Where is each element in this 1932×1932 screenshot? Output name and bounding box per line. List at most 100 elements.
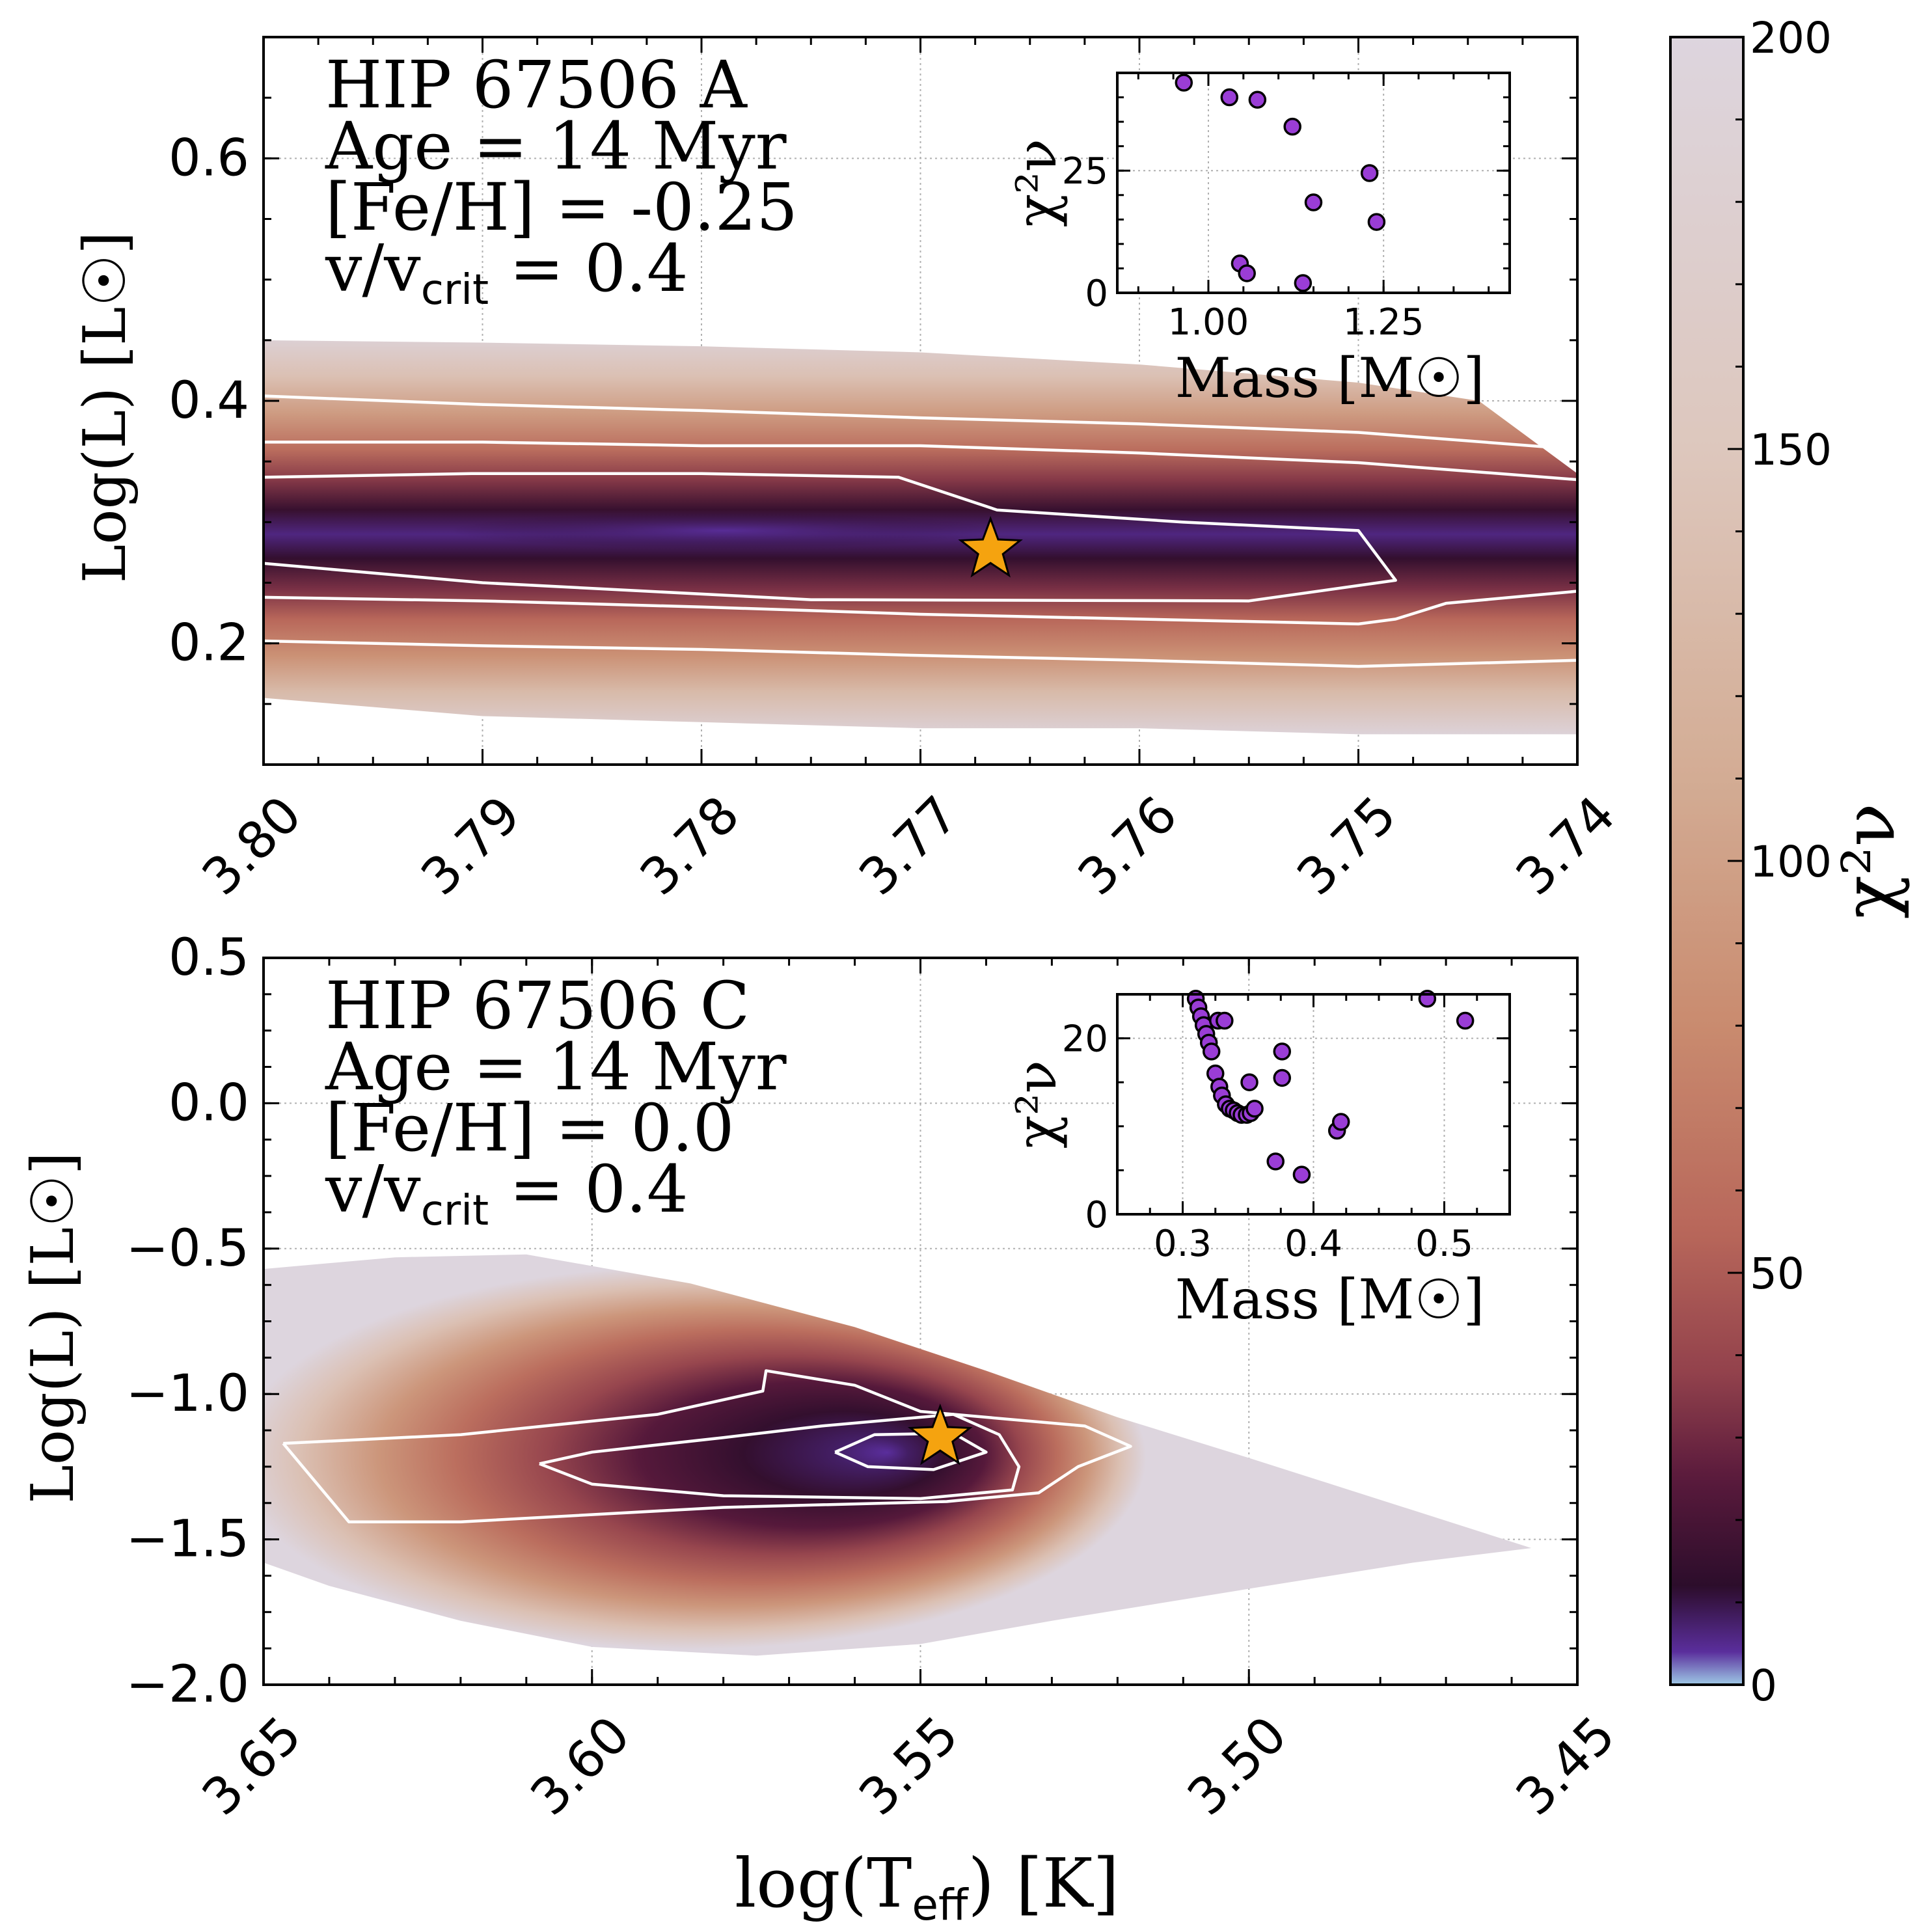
data-point (1294, 274, 1313, 292)
annotation-metallicity: [Fe/H] = -0.25 (325, 169, 798, 245)
data-point (1266, 1152, 1285, 1171)
inset-x-axis-label: Mass [M☉] (1175, 346, 1485, 410)
contours (282, 1369, 1132, 1524)
data-point (1273, 1068, 1292, 1087)
y-axis-label: Log(L) [L☉] (71, 232, 139, 584)
colorbar: 0 50 100 150 200 χ²ν (1669, 13, 1911, 1711)
inset-y-axis-label: χ²ν (1005, 1060, 1068, 1149)
data-point (1245, 1100, 1264, 1118)
contour-line (282, 1369, 1132, 1524)
data-point (1283, 117, 1301, 136)
inset-ticks (1116, 993, 1510, 1216)
y-axis-label: Log(L) [L☉] (19, 1152, 87, 1504)
colorbar-tick-label: 100 (1750, 837, 1832, 887)
x-axis-label: log(Teff) [K] (735, 1844, 1119, 1930)
x-tick-label: 3.76 (1067, 785, 1188, 906)
data-point (1456, 1011, 1475, 1030)
x-tick-label: 3.79 (411, 785, 532, 906)
x-label-sub: eff (912, 1880, 969, 1930)
data-point (1240, 1073, 1259, 1091)
inset-x-tick-label: 0.3 (1154, 1223, 1212, 1265)
inset-x-tick-label: 1.25 (1343, 301, 1424, 344)
inset-x-tick-label: 0.5 (1415, 1223, 1473, 1265)
x-tick-label: 3.80 (191, 785, 312, 906)
chi2-minimum-region (450, 512, 997, 549)
x-label-pre: log(T (735, 1844, 912, 1923)
annotation-name: HIP 67506 A (325, 47, 748, 123)
ticks (262, 36, 1579, 766)
contour-line (264, 394, 1577, 451)
colorbar-label: χ²ν (1827, 803, 1911, 919)
inset-grid (1117, 994, 1510, 1215)
x-tick-label: 3.74 (1505, 785, 1626, 906)
inset-y-tick-label: 20 (1062, 1018, 1108, 1061)
data-point (1248, 90, 1267, 109)
inset-scatter (1175, 74, 1386, 292)
x-tick-label: 3.60 (520, 1706, 641, 1827)
inset-y-tick-label: 25 (1062, 150, 1108, 193)
data-point (1331, 1113, 1350, 1131)
y-tick-label: 0.6 (169, 129, 249, 187)
inset-y-axis-label: χ²ν (1005, 139, 1068, 227)
inset-grid (1117, 73, 1510, 293)
data-point (1292, 1165, 1311, 1184)
contour-line (264, 472, 1397, 603)
inset-scatter (1186, 990, 1475, 1184)
annotation-metallicity: [Fe/H] = 0.0 (325, 1090, 734, 1166)
colorbar-tick-label: 50 (1750, 1249, 1804, 1299)
contour-line (264, 639, 1577, 668)
x-tick-label: 3.65 (191, 1706, 312, 1827)
x-tick-label: 3.50 (1177, 1706, 1298, 1827)
x-tick-label: 3.55 (849, 1706, 970, 1827)
contour-line (539, 1413, 1021, 1501)
annotation-rotation: v/vcrit = 0.4 (325, 230, 688, 314)
annotation-age: Age = 14 Myr (325, 1029, 787, 1105)
data-point (1202, 1042, 1221, 1061)
annotation-rotation: v/vcrit = 0.4 (325, 1151, 688, 1235)
y-tick-label: 0.5 (169, 929, 249, 987)
rotation-value: = 0.4 (489, 1151, 688, 1227)
colorbar-tick-label: 0 (1750, 1661, 1777, 1711)
heatmap-area (264, 1254, 1532, 1656)
inset-y-tick-label: 0 (1085, 273, 1108, 315)
data-point (1304, 193, 1323, 211)
colorbar-ticks (1728, 36, 1743, 1686)
y-tick-label: −1.0 (126, 1365, 249, 1423)
rotation-subscript: crit (421, 1187, 489, 1235)
heatmap-area (264, 340, 1577, 735)
rotation-prefix: v/v (325, 1151, 421, 1227)
chi2-surface (264, 1254, 1532, 1656)
y-tick-label: 0.0 (169, 1074, 249, 1132)
inset-x-tick-label: 1.00 (1168, 301, 1249, 344)
x-tick-label: 3.77 (849, 785, 970, 906)
contour-line (264, 590, 1577, 626)
y-tick-label: 0.2 (169, 614, 249, 673)
data-point (1238, 264, 1256, 282)
x-tick-label: 3.75 (1286, 785, 1408, 906)
contours (264, 394, 1577, 668)
inset-ticks (1117, 72, 1510, 294)
rotation-subscript: crit (421, 266, 489, 314)
data-point (1360, 164, 1379, 182)
annotation-name: HIP 67506 C (325, 968, 750, 1044)
y-tick-label: −2.0 (126, 1655, 249, 1714)
ticks (262, 957, 1579, 1686)
inset-c: 0.3 0.4 0.5 0 20 Mass [M☉] χ²ν (1005, 990, 1511, 1331)
colorbar-tick-label: 150 (1750, 425, 1832, 475)
data-point (1175, 74, 1193, 92)
contour-line (264, 441, 1577, 482)
y-tick-label: −0.5 (126, 1219, 249, 1278)
colorbar-tick-label: 200 (1750, 13, 1832, 63)
y-tick-label: 0.4 (169, 372, 249, 430)
data-point (1273, 1042, 1292, 1061)
inset-a: 1.00 1.25 0 25 Mass [M☉] χ²ν (1005, 72, 1511, 410)
best-fit-star (958, 515, 1023, 578)
inset-x-axis-label: Mass [M☉] (1175, 1268, 1485, 1331)
rotation-value: = 0.4 (489, 230, 688, 306)
annotation-age: Age = 14 Myr (325, 108, 787, 184)
panel-c: 3.65 3.60 3.55 3.50 3.45 −2.0 −1.5 −1.0 −0.5 0.0 0… (19, 929, 1627, 1930)
inset-y-tick-label: 0 (1085, 1194, 1108, 1236)
inset-background (1117, 73, 1510, 293)
y-tick-label: −1.5 (126, 1510, 249, 1569)
contour-line (834, 1432, 988, 1471)
